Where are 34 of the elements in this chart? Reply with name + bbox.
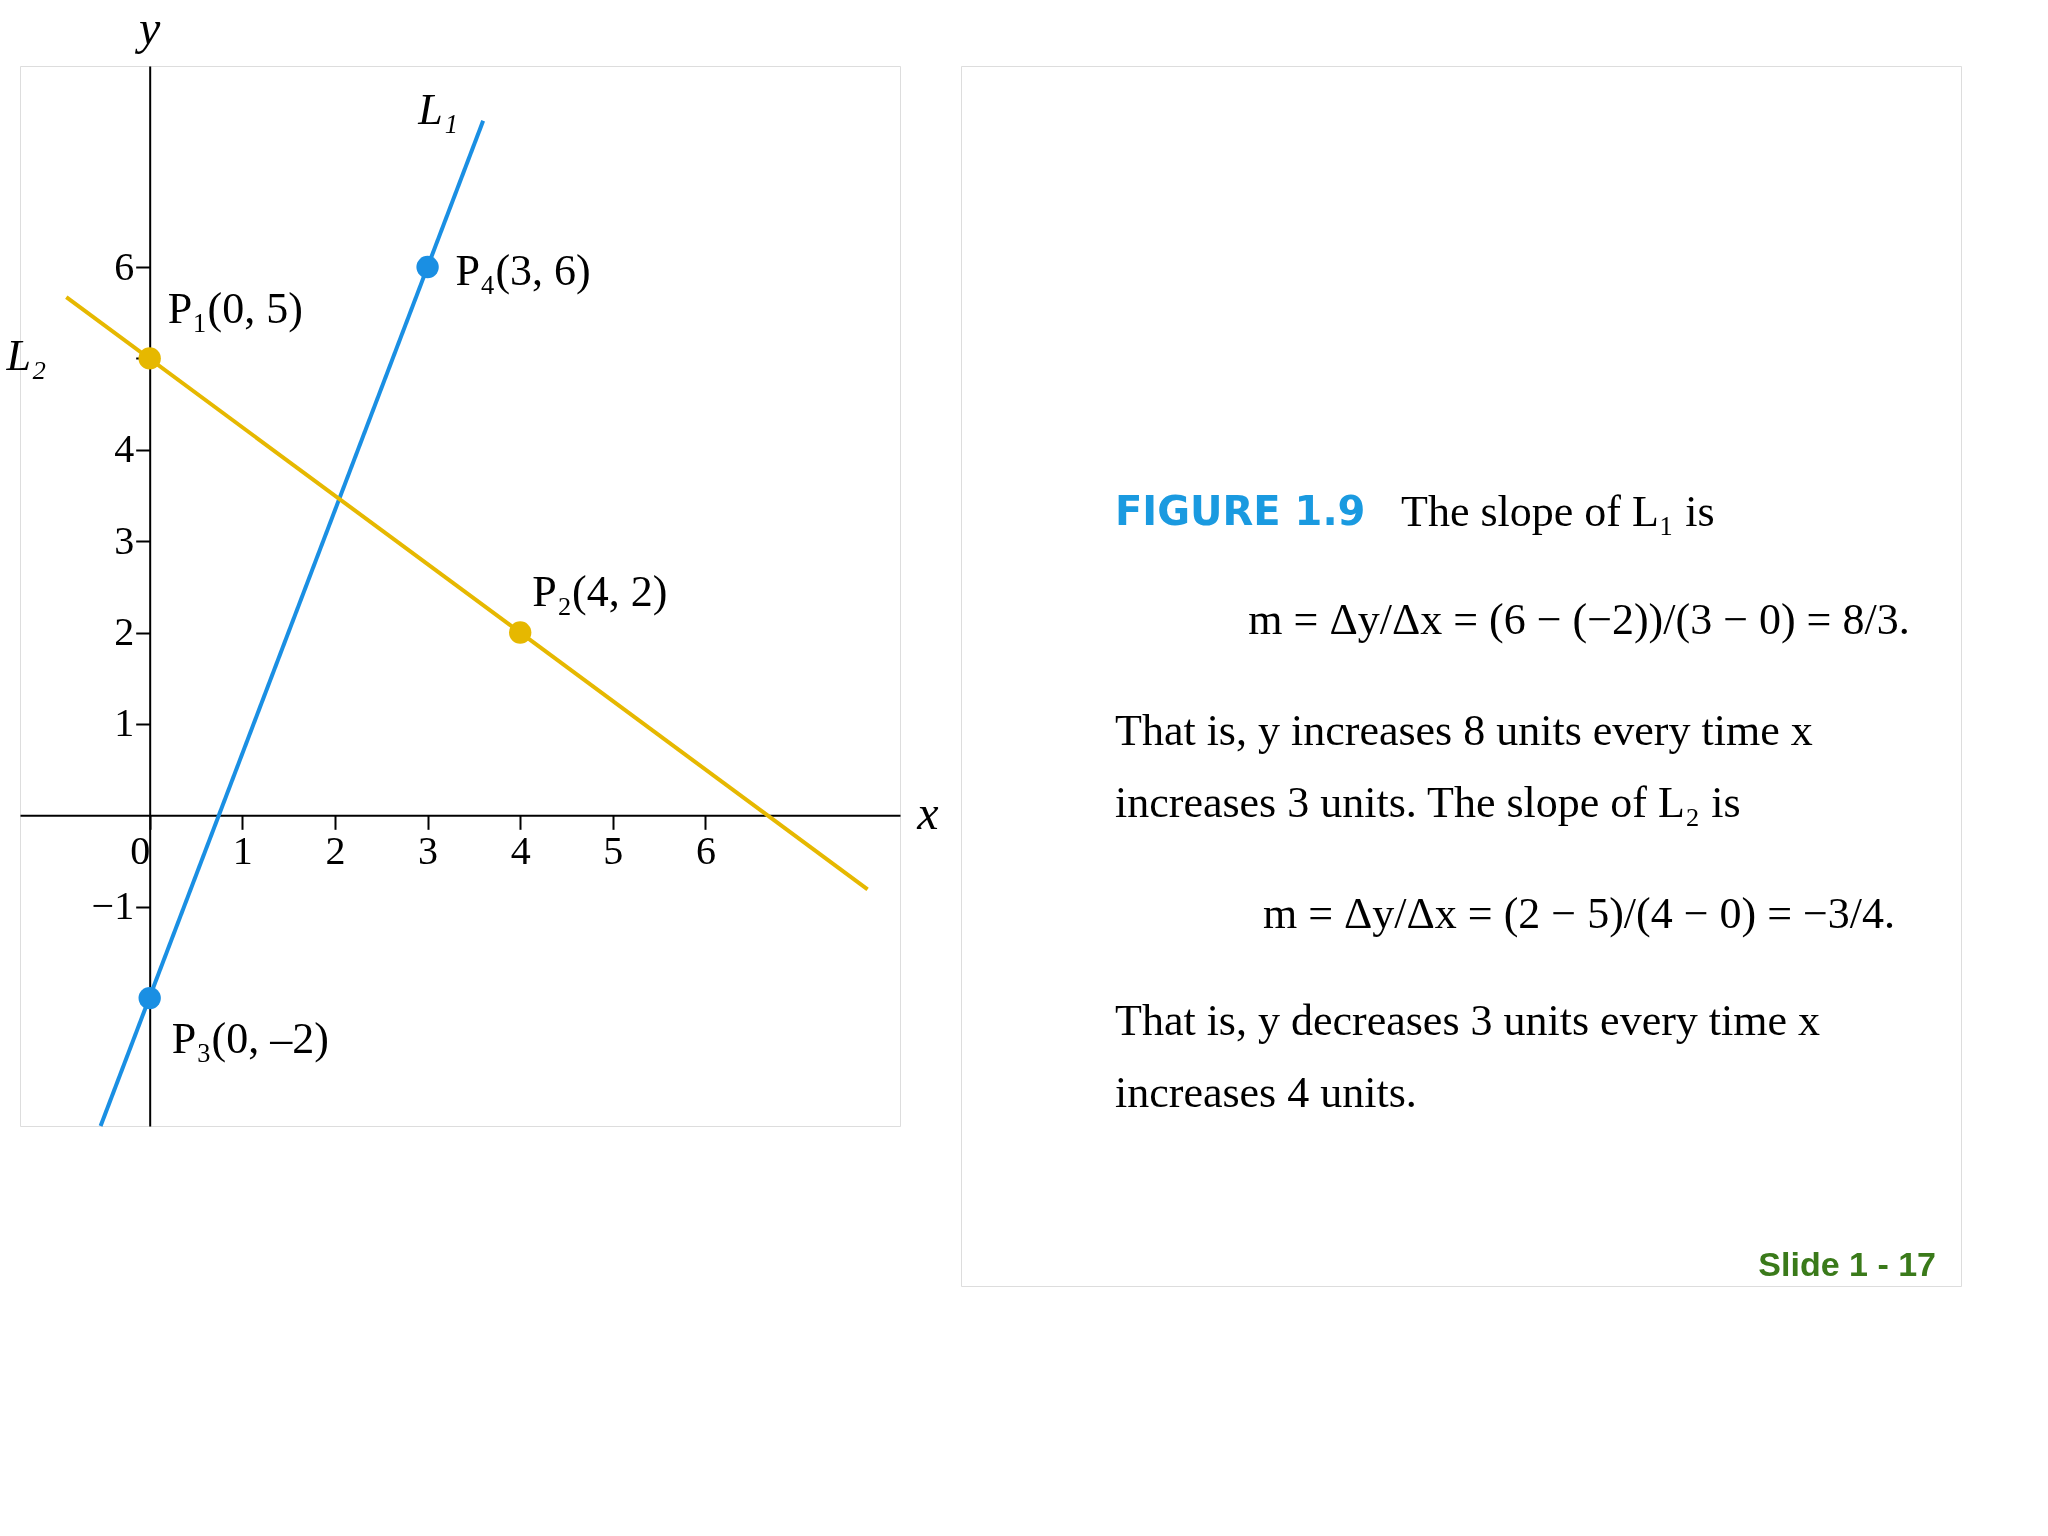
x-tick-label: 5 [603, 827, 624, 873]
annotation: P₂(4, 2) [532, 566, 668, 616]
y-tick-label: 2 [114, 609, 135, 655]
x-tick-label: 3 [418, 827, 439, 873]
text: m = Δy/Δx = (6 − (−2))/(3 − 0) = 8/3. [1248, 595, 1910, 644]
y-axis-title: y [134, 1, 162, 54]
annotation: P₃(0, –2) [171, 1014, 329, 1064]
x-tick-label: 4 [510, 827, 531, 873]
text: Slide 1 - 17 [1758, 1245, 1936, 1283]
point [416, 255, 439, 279]
text: increases 4 units. [1115, 1068, 1417, 1117]
text: The slope of L₁ is [1401, 487, 1715, 536]
annotation: P₄(3, 6) [455, 246, 591, 296]
text: m = Δy/Δx = (2 − 5)/(4 − 0) = −3/4. [1263, 889, 1895, 938]
y-tick-label: 4 [114, 426, 135, 472]
series-label: L₂ [5, 331, 47, 381]
x-tick-label: 2 [325, 827, 346, 873]
y-tick-label: 1 [114, 700, 135, 746]
x-axis-title: x [916, 786, 939, 840]
point [138, 347, 161, 370]
text: increases 3 units. The slope of L₂ is [1115, 778, 1741, 827]
point [509, 621, 532, 644]
annotation: P₁(0, 5) [167, 284, 303, 334]
point [138, 986, 161, 1010]
y-tick-label: 3 [114, 517, 135, 563]
x-tick-label: 1 [232, 827, 253, 873]
y-tick-label: −1 [91, 883, 135, 929]
x-tick-label: 0 [130, 827, 151, 873]
text: That is, y increases 8 units every time x [1115, 706, 1813, 755]
series-label: L₁ [417, 84, 459, 134]
caption: FIGURE 1.9 [1115, 488, 1366, 534]
text: That is, y decreases 3 units every time x [1115, 996, 1821, 1045]
y-tick-label: 6 [114, 243, 135, 289]
x-tick-label: 6 [695, 827, 716, 873]
